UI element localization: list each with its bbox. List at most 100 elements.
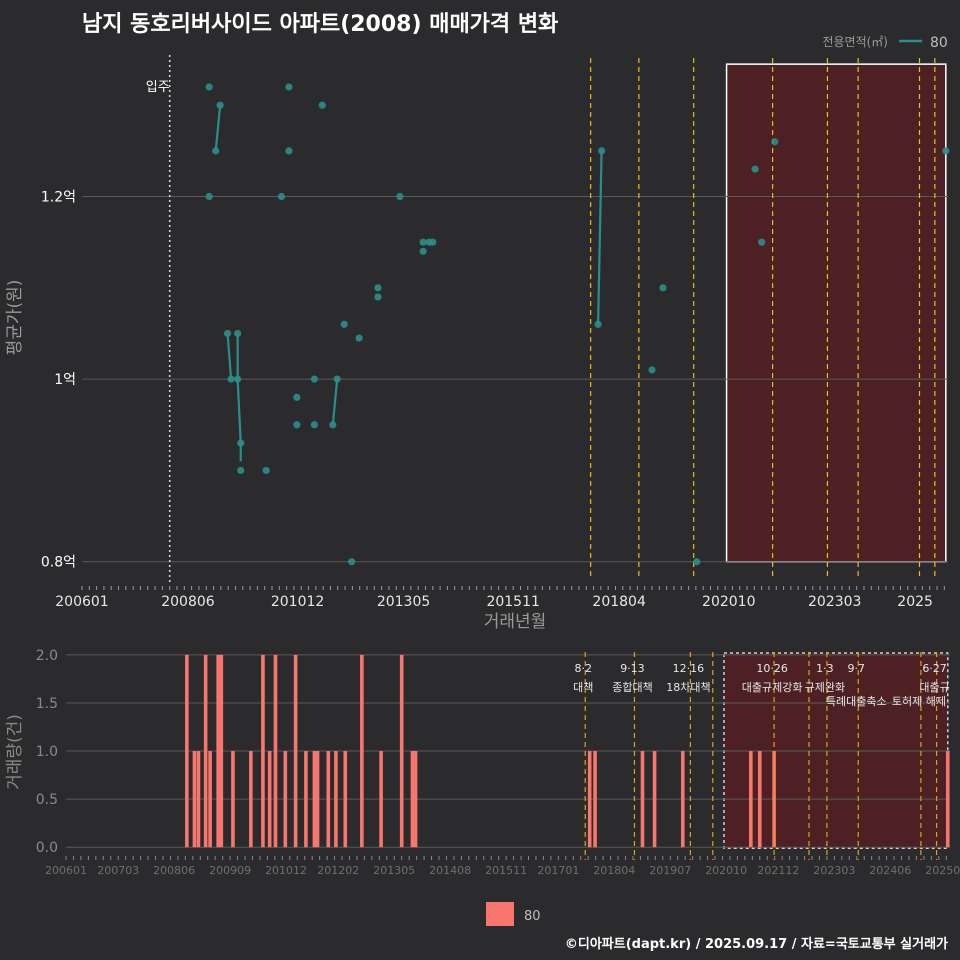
legend-swatch bbox=[486, 902, 514, 926]
x-tick-label: 200601 bbox=[55, 594, 108, 610]
volume-bar bbox=[231, 751, 235, 848]
x-tick-label: 202010 bbox=[705, 864, 747, 877]
volume-bar bbox=[315, 751, 320, 848]
price-point bbox=[419, 247, 427, 255]
price-point bbox=[355, 334, 363, 342]
price-line-segment bbox=[236, 333, 242, 462]
x-tick-label: 201804 bbox=[592, 594, 646, 610]
volume-bar bbox=[410, 751, 415, 848]
highlight-box bbox=[725, 63, 947, 563]
x-tick-label: 202303 bbox=[813, 864, 855, 877]
policy-date-label: 10·26 bbox=[756, 662, 788, 675]
y-tick-label: 0.8억 bbox=[41, 555, 76, 571]
volume-bar bbox=[652, 751, 657, 848]
price-line-segment bbox=[596, 150, 603, 325]
volume-bar bbox=[267, 751, 272, 848]
policy-name-label: 토허제 해제 bbox=[892, 694, 946, 708]
volume-bar bbox=[757, 751, 762, 848]
price-point bbox=[223, 329, 232, 338]
price-point bbox=[293, 421, 301, 429]
price-point bbox=[237, 466, 245, 475]
price-point bbox=[277, 192, 286, 201]
x-tick-label: 201305 bbox=[377, 594, 430, 610]
x-tick-label: 202112 bbox=[757, 864, 799, 877]
x-tick-label: 201511 bbox=[486, 594, 539, 610]
price-point bbox=[234, 375, 242, 383]
y-tick-label: 1.5 bbox=[36, 696, 58, 712]
y-tick-label: 1억 bbox=[54, 372, 76, 388]
policy-name-label: 대책 bbox=[573, 681, 593, 694]
x-tick-label: 200601 bbox=[45, 864, 87, 877]
policy-date-label: 6·27 bbox=[922, 662, 947, 675]
volume-bar bbox=[379, 751, 383, 848]
x-tick-label: 202509 bbox=[925, 864, 960, 877]
x-tick-label: 200806 bbox=[153, 864, 195, 877]
volume-bar bbox=[343, 751, 348, 848]
page-title: 남지 동호리버사이드 아파트(2008) 매매가격 변화 bbox=[82, 12, 559, 37]
price-point bbox=[429, 238, 437, 246]
y-tick-label: 1.0 bbox=[36, 744, 58, 760]
price-point bbox=[396, 192, 404, 201]
volume-bar bbox=[196, 751, 201, 848]
price-point bbox=[942, 147, 950, 155]
volume-bar bbox=[680, 751, 685, 848]
price-point bbox=[333, 375, 341, 383]
price-point bbox=[598, 147, 606, 155]
legend-title: 전용면적(㎡) bbox=[822, 35, 888, 49]
y-axis-label: 평균가(원) bbox=[5, 280, 25, 356]
x-tick-label: 201701 bbox=[537, 864, 579, 877]
x-tick-label: 201511 bbox=[485, 864, 527, 877]
x-tick-label: 201408 bbox=[429, 864, 471, 877]
y-tick-label: 0.5 bbox=[36, 792, 58, 808]
legend-entry: 80 bbox=[930, 35, 948, 51]
price-point bbox=[374, 293, 382, 301]
volume-bar bbox=[185, 654, 189, 848]
volume-bar bbox=[304, 751, 308, 848]
volume-bar bbox=[283, 751, 288, 848]
price-point bbox=[693, 558, 701, 566]
credit-footer: ©디아파트(dapt.kr) / 2025.09.17 / 자료=국토교통부 실… bbox=[564, 937, 948, 952]
y-axis-label: 거래량(건) bbox=[5, 714, 25, 790]
x-tick-label: 202406 bbox=[869, 864, 911, 877]
policy-name-label: 특례대출축소 bbox=[826, 695, 887, 708]
x-tick-label: 200703 bbox=[97, 864, 139, 877]
price-chart-panel: 0.8억 1억 1.2억 200601 200806 201012 201305 201511… bbox=[5, 35, 950, 632]
volume-bar bbox=[216, 654, 220, 848]
policy-date-label: 8·2 bbox=[574, 662, 592, 675]
volume-chart-panel: 0.0 0.5 1.0 1.5 2.0 거래량(건) 8·2 대책 9·13 종합대책 12·16 1… bbox=[5, 648, 960, 926]
price-point bbox=[340, 320, 348, 328]
price-point bbox=[234, 329, 242, 338]
volume-bar bbox=[413, 751, 418, 848]
volume-bar bbox=[273, 654, 278, 848]
price-point bbox=[310, 421, 318, 429]
volume-bar bbox=[219, 654, 224, 848]
policy-name-label: 규제완화 bbox=[805, 681, 845, 694]
price-point bbox=[237, 439, 245, 447]
price-point bbox=[205, 192, 213, 201]
x-tick-label: 201202 bbox=[317, 864, 359, 877]
volume-bar bbox=[261, 654, 265, 848]
x-tick-label: 201012 bbox=[271, 594, 324, 610]
price-point bbox=[216, 101, 224, 109]
volume-bar bbox=[249, 751, 253, 848]
move-in-label: 입주 bbox=[146, 80, 170, 95]
price-point bbox=[771, 138, 779, 146]
volume-bar bbox=[203, 654, 208, 848]
volume-bar bbox=[399, 654, 404, 848]
price-point bbox=[751, 165, 759, 173]
x-tick-label: 201804 bbox=[593, 864, 635, 877]
x-tick-label: 201012 bbox=[265, 864, 307, 877]
price-point bbox=[212, 147, 220, 155]
policy-date-label: 1·3 bbox=[816, 662, 834, 675]
price-point bbox=[285, 83, 293, 91]
policy-name-label: 종합대책 bbox=[612, 681, 652, 694]
price-point bbox=[329, 421, 337, 429]
x-tick-label: 202010 bbox=[702, 594, 755, 610]
price-point bbox=[285, 147, 293, 155]
price-point bbox=[205, 83, 213, 91]
volume-bar bbox=[312, 751, 317, 848]
price-point bbox=[594, 320, 602, 328]
volume-bar bbox=[640, 751, 645, 848]
price-line-segment bbox=[331, 379, 339, 425]
price-point bbox=[310, 375, 318, 383]
